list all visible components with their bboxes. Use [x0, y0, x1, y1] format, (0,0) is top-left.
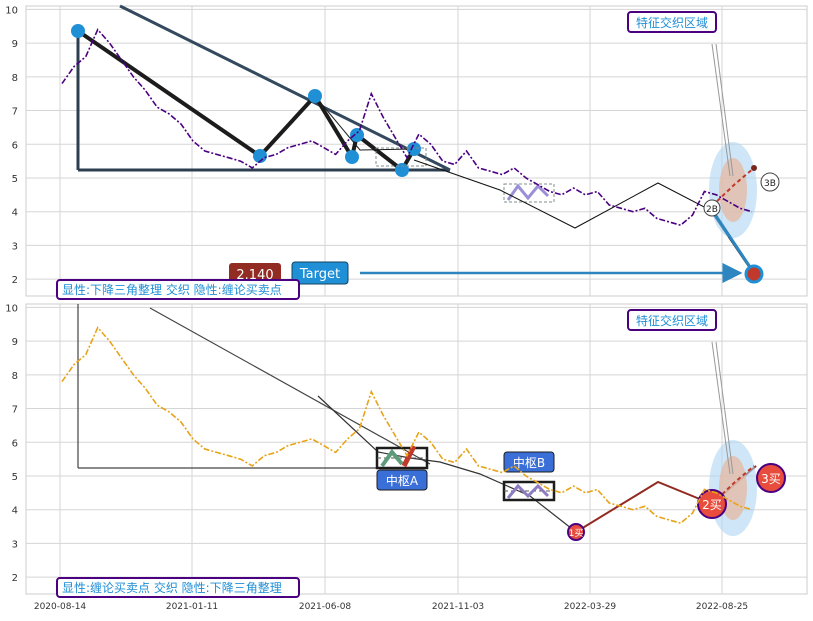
target-badge-box: [291, 261, 349, 285]
region-pointer: [715, 341, 734, 475]
pivot-a-label-box: [376, 469, 428, 491]
top-wave-thin: [314, 95, 415, 151]
y-tick-label: 9: [12, 39, 18, 50]
top-interaction-region: [709, 43, 764, 284]
buy-point-2-label: 2买: [702, 498, 722, 512]
y-tick-label: 6: [12, 140, 18, 151]
region-pointer: [715, 43, 734, 177]
x-tick-labels: 2020-08-14 2021-01-11 2021-06-08 2021-11-03…: [34, 602, 748, 612]
pivot-a-zigzag-red: [401, 444, 417, 468]
top-pivot-point: [345, 150, 359, 164]
y-tick-label: 7: [12, 107, 18, 118]
pivot-box-a: 中枢A: [375, 444, 429, 491]
bottom-caption-frame: [56, 577, 300, 598]
top-pivot-point: [395, 163, 409, 177]
y-tick-label: 2: [12, 275, 18, 286]
region-label-text: 特征交织区域: [636, 15, 708, 30]
region-trend-line: [711, 167, 755, 207]
target-badge: Target: [291, 261, 349, 285]
region-pointer: [711, 43, 731, 177]
y-tick-label: 5: [12, 174, 18, 185]
buy-point-2: 2买: [697, 489, 727, 519]
bottom-triangle-resistance: [149, 307, 431, 465]
marker-3b-circle: [760, 172, 780, 192]
y-tick-labels: 2 3 4 5 6 7 8 9 10 2 3 4 5 6 7 8 9 10: [5, 5, 18, 584]
y-tick-label: 8: [12, 73, 18, 84]
buy-point-1: 1买: [567, 523, 585, 541]
region-pointer: [711, 341, 731, 475]
top-caption-frame: [56, 279, 300, 300]
top-caption-text: 显性:下降三角整理 交织 隐性:缠论买卖点: [62, 282, 282, 297]
top-pivot-point: [71, 24, 85, 38]
top-caption: 显性:下降三角整理 交织 隐性:缠论买卖点: [56, 279, 300, 300]
target-badge-text: Target: [299, 267, 340, 282]
region-dot: [751, 165, 757, 171]
marker-3b-label: 3B: [764, 179, 776, 189]
y-tick-label: 10: [5, 5, 18, 16]
y-tick-label: 7: [12, 405, 18, 416]
target-point: [744, 264, 764, 284]
price-badge-box: [229, 263, 281, 284]
pivot-a-label: 中枢A: [386, 473, 419, 488]
grid-lines: [26, 6, 807, 594]
buy-point-3-circle: [756, 463, 786, 493]
target-arrow-line: [710, 209, 754, 271]
x-tick-label: 2021-01-11: [166, 602, 218, 612]
marker-3b: 3B: [760, 172, 780, 192]
y-tick-label: 10: [5, 303, 18, 314]
y-tick-label: 9: [12, 337, 18, 348]
marker-2b-label: 2B: [706, 205, 718, 215]
series-layer: [61, 28, 753, 525]
top-small-pivot-box: [503, 183, 555, 203]
x-tick-label: 2022-08-25: [696, 602, 748, 612]
region-label-frame: [627, 309, 717, 331]
top-region-label-box: 特征交织区域: [627, 11, 717, 33]
top-triangle-pattern: [71, 4, 753, 273]
pivot-a-zigzag: [380, 448, 404, 468]
buy-point-2-circle: [697, 489, 727, 519]
bottom-caption: 显性:缠论买卖点 交织 隐性:下降三角整理: [56, 577, 300, 598]
y-tick-label: 6: [12, 438, 18, 449]
y-tick-label: 4: [12, 506, 18, 517]
region-label-frame: [627, 11, 717, 33]
pivot-b-label: 中枢B: [513, 455, 545, 470]
buy-point-3: 3买: [756, 463, 786, 493]
y-tick-label: 3: [12, 241, 18, 252]
x-tick-label: 2020-08-14: [34, 602, 87, 612]
top-pivot-point: [253, 149, 267, 163]
buy-point-1-label: 1买: [569, 528, 584, 539]
x-tick-label: 2021-11-03: [432, 602, 484, 612]
bottom-region-label-box: 特征交织区域: [627, 309, 717, 331]
top-pivot-point: [308, 89, 322, 103]
top-triangle-resistance: [119, 4, 451, 172]
pivot-box-b: 中枢B: [502, 451, 556, 502]
x-tick-label: 2022-03-29: [564, 602, 617, 612]
y-tick-label: 3: [12, 539, 18, 550]
y-tick-label: 5: [12, 472, 18, 483]
top-price-series-line: [61, 28, 753, 227]
marker-2b: 2B: [703, 199, 721, 217]
region-ellipse-inner: [719, 158, 747, 222]
marker-2b-circle: [703, 199, 721, 217]
y-tick-label: 8: [12, 371, 18, 382]
top-pivot-point: [350, 128, 364, 142]
top-pivot-point: [407, 142, 421, 156]
pivot-b-zigzag: [506, 483, 550, 499]
x-tick-label: 2021-06-08: [299, 602, 352, 612]
y-tick-label: 2: [12, 573, 18, 584]
buy-point-3-label: 3买: [761, 472, 781, 486]
bottom-price-series-line: [61, 326, 753, 525]
top-pivot-zigzag: [506, 183, 550, 201]
y-tick-label: 4: [12, 208, 18, 219]
buy-point-1-circle: [567, 523, 585, 541]
region-label-text: 特征交织区域: [636, 313, 708, 328]
bottom-caption-text: 显性:缠论买卖点 交织 隐性:下降三角整理: [62, 580, 282, 595]
